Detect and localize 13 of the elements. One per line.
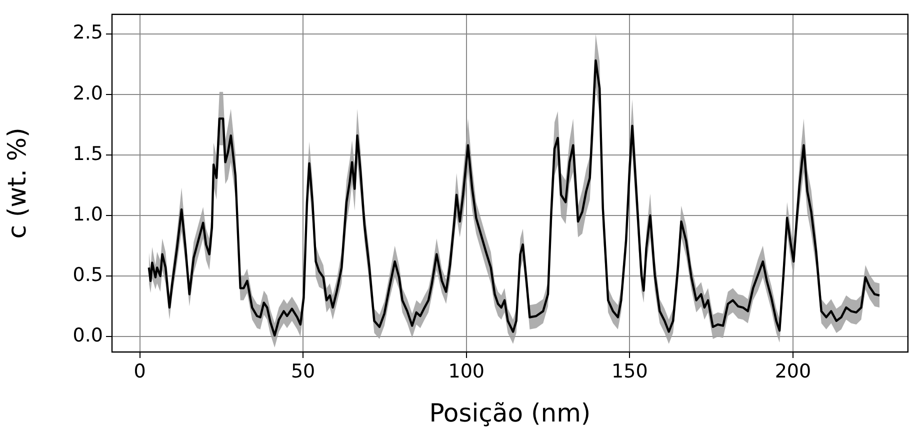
x-tick-label: 200	[774, 360, 812, 382]
y-tick-label: 0.0	[72, 324, 103, 347]
y-tick-label: 2.0	[72, 82, 103, 104]
y-tick-label: 1.0	[72, 203, 103, 226]
x-tick-label: 100	[448, 360, 484, 382]
y-tick-label: 1.5	[72, 142, 103, 165]
x-tick-label: 150	[612, 360, 648, 382]
x-tick-label: 0	[134, 360, 146, 382]
x-tick-label: 50	[290, 360, 316, 382]
x-axis-title: Posição (nm)	[429, 398, 591, 428]
y-tick-label: 2.5	[72, 22, 103, 44]
y-tick-label: 0.5	[72, 264, 103, 286]
y-axis-title: c (wt. %)	[2, 128, 32, 239]
